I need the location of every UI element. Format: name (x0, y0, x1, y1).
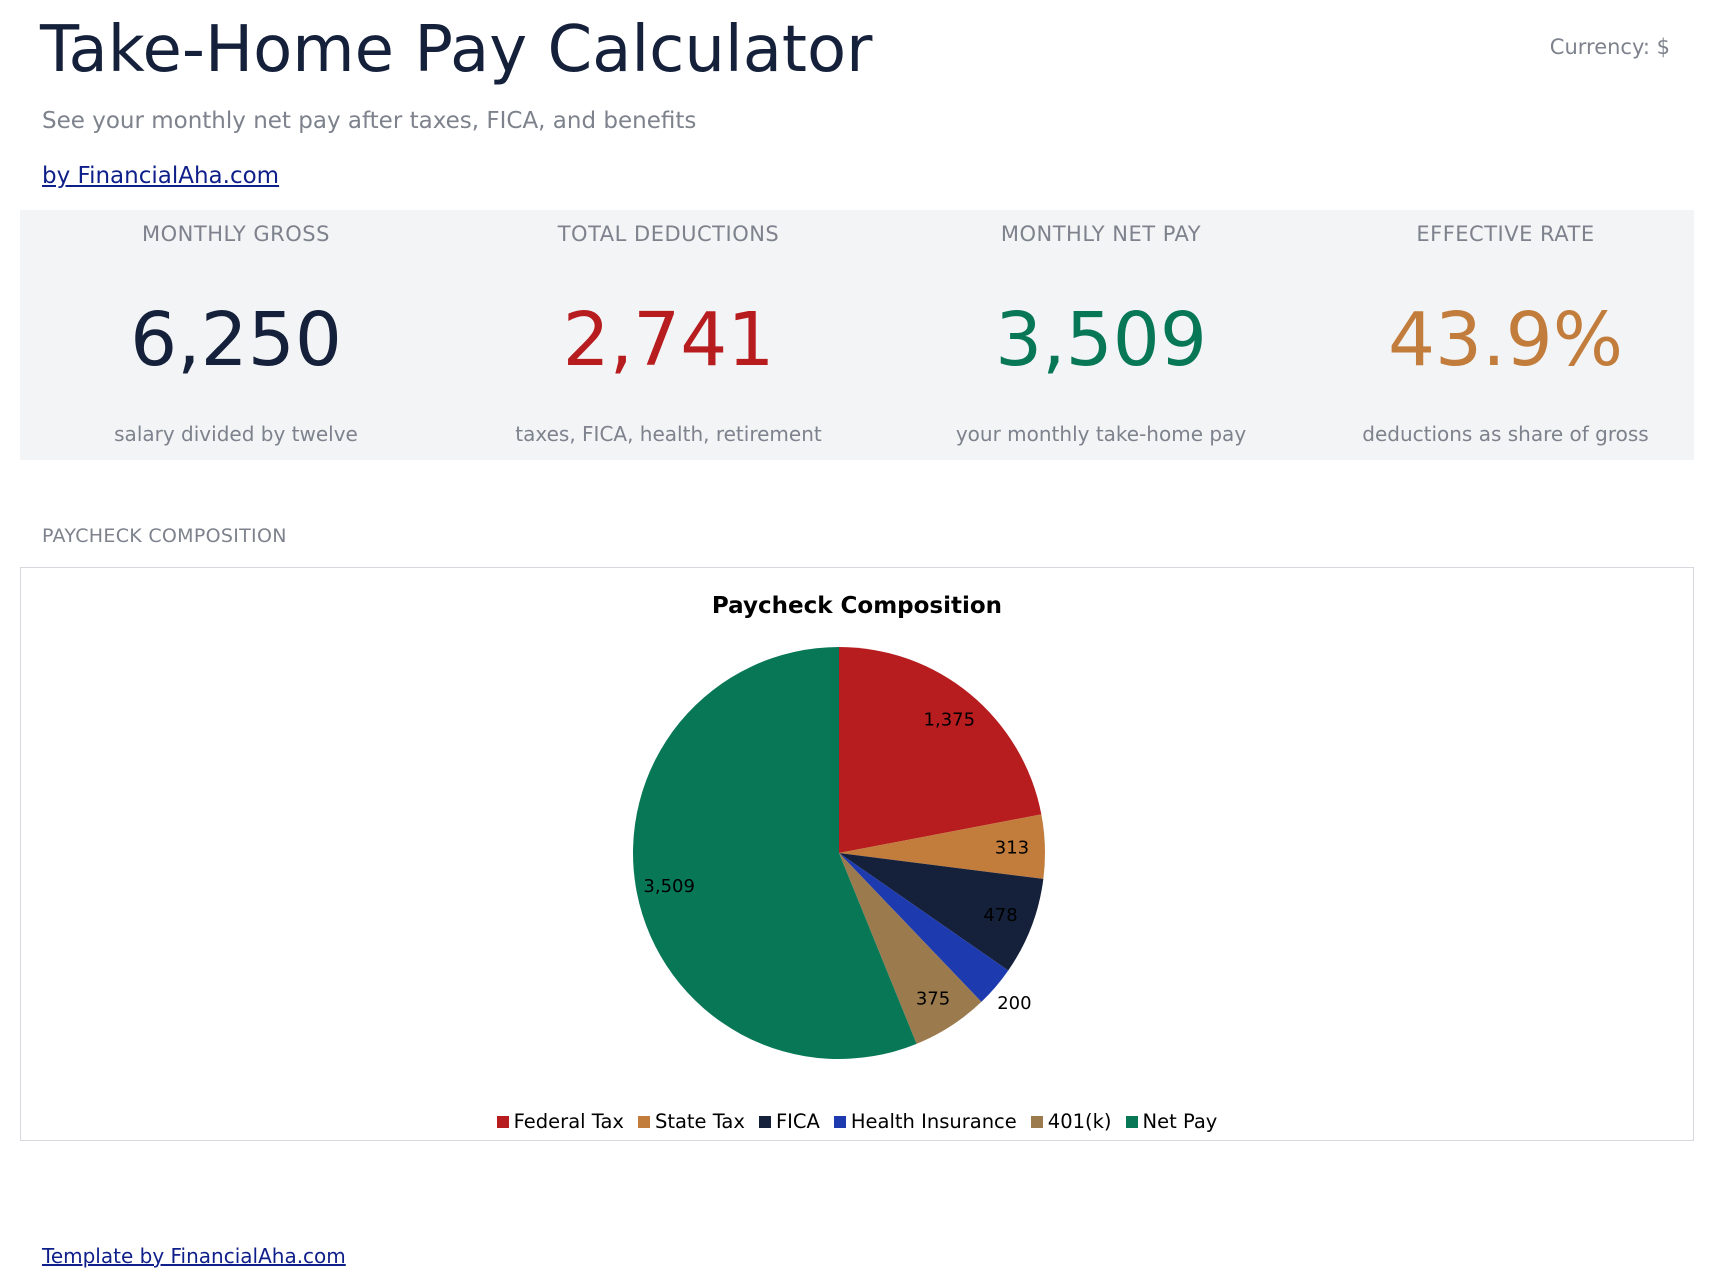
legend-swatch (496, 1115, 509, 1128)
legend-label: Federal Tax (513, 1110, 624, 1133)
legend-swatch (1030, 1115, 1043, 1128)
chart-legend: Federal Tax State Tax FICA Health Insurance… (21, 1110, 1693, 1133)
legend-label: Net Pay (1142, 1110, 1218, 1133)
kpi-note: your monthly take-home pay (955, 422, 1247, 446)
section-label: PAYCHECK COMPOSITION (42, 525, 287, 547)
currency-indicator: Currency: $ (1549, 35, 1670, 59)
legend-swatch (833, 1115, 846, 1128)
kpi-monthly-net-pay: MONTHLY NET PAY 3,509 your monthly take-… (885, 210, 1317, 460)
kpi-value: 3,509 (995, 297, 1207, 383)
pie-slice-fica (839, 853, 1044, 971)
legend-item: Health Insurance (833, 1110, 1017, 1133)
kpi-value: 2,741 (562, 297, 775, 383)
page-title: Take-Home Pay Calculator (40, 13, 873, 87)
brand-link[interactable]: by FinancialAha.com (42, 163, 280, 189)
legend-label: FICA (775, 1110, 820, 1133)
kpi-label: EFFECTIVE RATE (1416, 222, 1595, 246)
legend-item: FICA (758, 1110, 820, 1133)
legend-swatch (758, 1115, 771, 1128)
kpi-band: MONTHLY GROSS 6,250 salary divided by tw… (20, 210, 1694, 460)
pie-slice-label: 313 (995, 838, 1029, 859)
pie-slice-label: 478 (983, 905, 1017, 926)
legend-label: State Tax (654, 1110, 745, 1133)
chart-title: Paycheck Composition (712, 593, 1002, 619)
page-subtitle: See your monthly net pay after taxes, FI… (42, 108, 697, 134)
pie-slice-401-k (839, 853, 982, 1044)
pie-slice-label: 3,509 (643, 876, 695, 897)
kpi-label: MONTHLY GROSS (142, 222, 330, 246)
legend-item: Net Pay (1125, 1110, 1218, 1133)
kpi-monthly-gross: MONTHLY GROSS 6,250 salary divided by tw… (20, 210, 452, 460)
pie-slice-label: 1,375 (924, 710, 976, 731)
kpi-total-deductions: TOTAL DEDUCTIONS 2,741 taxes, FICA, heal… (452, 210, 885, 460)
pie-slice-federal-tax (839, 647, 1042, 853)
legend-item: 401(k) (1030, 1110, 1112, 1133)
kpi-value: 43.9% (1387, 297, 1624, 383)
kpi-note: salary divided by twelve (114, 422, 358, 446)
legend-item: Federal Tax (496, 1110, 624, 1133)
legend-swatch (1125, 1115, 1138, 1128)
legend-swatch (637, 1115, 650, 1128)
pie-labels: 1,375 313 478 200 375 3,509 (643, 710, 1031, 1014)
kpi-value: 6,250 (130, 297, 342, 383)
pie-slice-net-pay (633, 647, 917, 1059)
kpi-effective-rate: EFFECTIVE RATE 43.9% deductions as share… (1317, 210, 1694, 460)
kpi-label: MONTHLY NET PAY (1000, 222, 1202, 246)
pie-slice-label: 200 (997, 993, 1031, 1014)
pie-slice-label: 375 (916, 988, 950, 1009)
footer-link[interactable]: Template by FinancialAha.com (42, 1244, 346, 1268)
legend-label: Health Insurance (850, 1110, 1017, 1133)
paycheck-chart: Paycheck Composition 1,375 313 478 200 375 3,… (20, 567, 1694, 1141)
pie-chart-svg: Paycheck Composition 1,375 313 478 200 375 3,… (633, 593, 1045, 1059)
pie-slice-health-insurance (839, 853, 1009, 1002)
pie-slice-state-tax (839, 814, 1045, 879)
pie-slices (633, 647, 1045, 1059)
kpi-note: deductions as share of gross (1362, 422, 1649, 446)
legend-item: State Tax (637, 1110, 745, 1133)
legend-label: 401(k) (1047, 1110, 1112, 1133)
kpi-note: taxes, FICA, health, retirement (515, 422, 822, 446)
kpi-label: TOTAL DEDUCTIONS (557, 222, 780, 246)
